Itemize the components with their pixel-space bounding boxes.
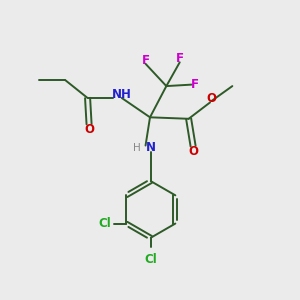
Text: F: F xyxy=(191,78,199,91)
Text: Cl: Cl xyxy=(99,217,111,230)
Text: O: O xyxy=(188,145,198,158)
Text: NH: NH xyxy=(112,88,132,101)
Text: Cl: Cl xyxy=(145,253,157,266)
Text: O: O xyxy=(84,123,94,136)
Text: N: N xyxy=(146,141,156,154)
Text: F: F xyxy=(142,54,149,67)
Text: O: O xyxy=(206,92,217,105)
Text: F: F xyxy=(176,52,184,65)
Text: H: H xyxy=(133,143,141,153)
